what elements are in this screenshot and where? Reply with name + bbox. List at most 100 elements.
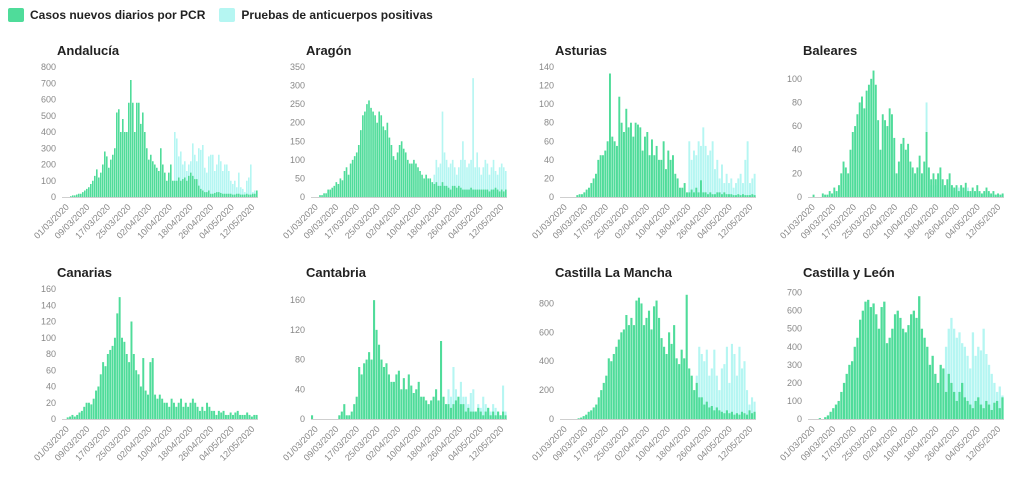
antibody-bar: [435, 159, 438, 197]
antibody-bar: [690, 159, 693, 197]
pcr-bar: [172, 402, 175, 419]
antibody-bar: [470, 159, 472, 197]
antibody-bar: [703, 361, 706, 419]
pcr-bar: [156, 167, 158, 197]
pcr-bar: [114, 148, 116, 197]
pcr-bar: [848, 364, 851, 419]
pcr-bar: [480, 189, 483, 197]
antibody-bar: [208, 156, 210, 198]
antibody-bar: [502, 167, 505, 197]
antibody-bar: [739, 173, 742, 197]
pcr-bar: [665, 169, 667, 197]
pcr-bar: [738, 414, 741, 419]
antibody-bar: [753, 173, 756, 197]
pcr-bar: [380, 359, 383, 419]
pcr-bar: [218, 192, 220, 198]
pcr-bar: [745, 414, 749, 419]
pcr-bar: [392, 381, 395, 419]
pcr-bar: [487, 407, 490, 419]
pcr-bar: [904, 149, 907, 197]
antibody-bar: [204, 167, 206, 197]
pcr-bar: [109, 349, 112, 419]
pcr-bar: [152, 161, 154, 197]
pcr-bar: [413, 159, 415, 197]
pcr-bar: [229, 412, 232, 419]
pcr-bar: [711, 194, 714, 197]
chart-title: Baleares: [803, 43, 857, 58]
pcr-bar: [716, 192, 719, 197]
y-tick-label: 100: [41, 176, 56, 186]
pcr-bar: [441, 182, 444, 197]
pcr-bar: [347, 174, 350, 197]
pcr-bar: [494, 415, 497, 419]
pcr-bar: [85, 402, 88, 419]
antibody-bar: [750, 397, 754, 419]
antibody-bar: [468, 163, 470, 197]
pcr-bar: [693, 390, 696, 419]
pcr-bar: [385, 363, 388, 419]
pcr-bar: [944, 185, 946, 197]
pcr-bar: [620, 332, 623, 419]
pcr-bar: [402, 148, 405, 197]
pcr-bar: [187, 406, 190, 419]
pcr-bar: [166, 180, 168, 197]
pcr-bar: [472, 189, 474, 197]
pcr-bar: [73, 416, 76, 419]
pcr-bar: [358, 367, 361, 419]
pcr-bar: [679, 187, 681, 197]
antibody-bar: [478, 167, 481, 197]
pcr-bar: [718, 410, 721, 419]
pcr-bar: [625, 108, 628, 197]
antibody-bar: [746, 141, 749, 197]
pcr-bar: [343, 404, 346, 419]
antibody-bar: [230, 180, 232, 197]
pcr-bar: [982, 408, 985, 419]
pcr-bar: [588, 187, 590, 197]
pcr-bar: [454, 400, 457, 419]
y-tick-label: 600: [787, 306, 802, 316]
pcr-bar: [351, 159, 354, 197]
pcr-bar: [357, 145, 360, 197]
antibody-bar: [460, 159, 462, 197]
pcr-bar: [130, 80, 132, 197]
pcr-bar: [407, 374, 410, 419]
pcr-bar: [215, 414, 218, 419]
pcr-bar: [100, 172, 102, 198]
pcr-bar: [106, 156, 108, 198]
legend-item-antibody[interactable]: Pruebas de anticuerpos positivas: [219, 8, 433, 22]
pcr-bar: [366, 104, 368, 197]
pcr-bar: [695, 382, 698, 419]
antibody-bar: [753, 401, 756, 419]
pcr-bar: [635, 300, 638, 419]
antibody-bar: [720, 368, 723, 419]
chart-1: Andalucía010020030040050060070080001/03/…: [32, 43, 258, 241]
pcr-bar: [718, 192, 721, 197]
pcr-bar: [360, 130, 362, 197]
pcr-bar: [146, 148, 148, 197]
y-tick-label: 100: [787, 396, 802, 406]
pcr-bar: [864, 301, 867, 419]
pcr-bar: [899, 317, 902, 419]
antibody-bar: [180, 151, 182, 197]
pcr-bar: [345, 415, 348, 419]
legend-item-pcr[interactable]: Casos nuevos diarios por PCR: [8, 8, 205, 22]
pcr-bar: [250, 416, 253, 419]
pcr-bar: [411, 163, 413, 197]
pcr-bar: [600, 390, 603, 419]
antibody-bar: [740, 368, 744, 419]
pcr-bar: [386, 122, 389, 197]
pcr-bar: [856, 337, 859, 419]
pcr-bar: [916, 167, 919, 197]
antibody-bar: [963, 346, 967, 419]
pcr-bar: [421, 174, 423, 197]
chart-8: Castilla y León010020030040050060070001/…: [778, 265, 1004, 463]
pcr-bar: [955, 400, 958, 419]
y-tick-label: 0: [549, 414, 554, 424]
pcr-bar: [897, 161, 900, 197]
pcr-bar: [641, 150, 644, 197]
pcr-bar: [969, 404, 972, 419]
pcr-bar: [829, 411, 832, 419]
pcr-bar: [867, 299, 870, 419]
chart-6: Cantabria0408012016001/03/202009/03/2020…: [281, 265, 507, 463]
pcr-bar: [675, 358, 678, 419]
